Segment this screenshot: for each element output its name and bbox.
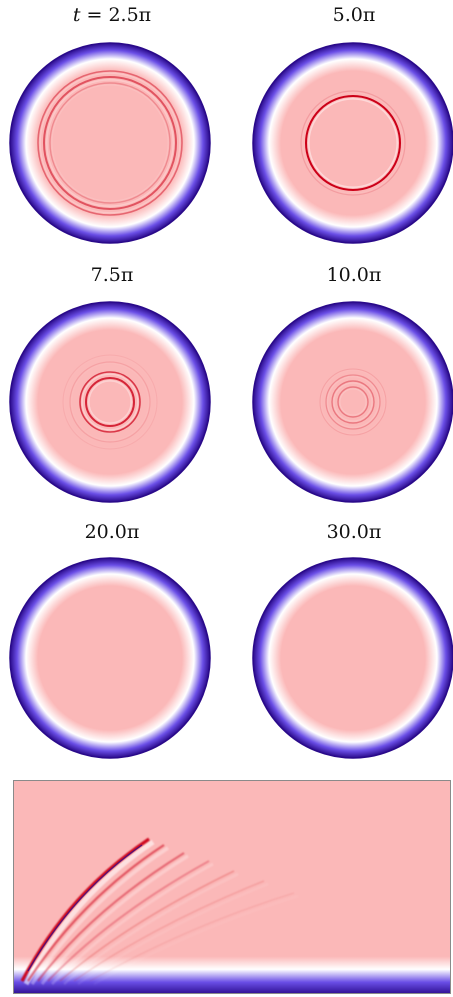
wave-front-halo [77,882,269,985]
wave-front-halo [93,894,299,985]
panel-label-5: 20.0π [12,521,212,543]
disk-panel-3 [9,301,211,503]
panel-label-4-value: 10.0π [326,264,382,286]
half-plane-background [14,781,450,993]
wave-ring [43,76,177,210]
wave-front [89,892,295,982]
wave-front [27,844,165,982]
half-plane-field [14,781,450,993]
wave-ring-halo [88,380,133,425]
wave-front [37,852,185,982]
wave-ring-halo [339,388,367,416]
wave-ring-halo [51,84,169,202]
panel-label-2: 5.0π [254,4,453,26]
wave-ring-halo [327,376,379,428]
wave-front [59,870,235,982]
wave-ring [337,386,369,418]
wave-ring-halo [39,72,181,214]
panel-label-6-value: 30.0π [326,521,382,543]
wave-ring [300,90,406,196]
disk-field [253,302,453,502]
disk-boundary [9,557,211,759]
disk-panel-6 [252,557,453,759]
panel-label-3-value: 7.5π [90,264,134,286]
wave-front [73,880,265,982]
wave-front-halo [40,854,189,985]
disk-panel-2 [252,42,453,244]
panel-label-1-prefix: t = [72,4,109,26]
wave-ring [325,374,381,430]
disk-boundary [252,42,453,244]
wave-ring [331,380,375,424]
disk-panel-5 [9,557,211,759]
wave-ring-halo [302,92,404,194]
panel-label-6: 30.0π [254,521,453,543]
panel-label-1: t = 2.5π [12,4,212,26]
panel-label-5-value: 20.0π [84,521,140,543]
wave-ring [79,371,141,433]
wave-ring-halo [71,363,149,441]
disk-field [253,558,453,758]
disk-boundary [252,301,453,503]
panel-label-4: 10.0π [254,264,453,286]
wave-front [47,860,210,982]
disk-boundary [9,301,211,503]
wave-front-halo [63,872,239,985]
half-plane-panel [13,780,451,994]
wave-ring [69,361,151,443]
wave-ring-halo [81,373,139,431]
wave-ring-halo [307,97,399,189]
wave-ring [49,82,171,204]
wave-front-halo [23,839,155,986]
disk-field [253,43,453,243]
disk-field [10,302,210,502]
wave-front-core [27,844,143,972]
panel-label-1-value: 2.5π [108,4,152,26]
wave-ring [319,368,387,436]
wave-ring-halo [321,370,386,435]
wave-ring-halo [45,78,175,208]
wave-ring [62,354,158,450]
wave-ring [37,70,183,216]
panel-label-3: 7.5π [12,264,212,286]
disk-field [10,43,210,243]
disk-boundary [9,42,211,244]
wave-ring [85,377,135,427]
disk-panel-1 [9,42,211,244]
wave-ring-halo [333,382,373,422]
panel-label-2-value: 5.0π [332,4,376,26]
wave-ring [305,95,401,191]
wave-front-halo [50,862,214,985]
wave-front-halo [30,846,169,985]
disk-boundary [252,557,453,759]
disk-field [10,558,210,758]
disk-panel-4 [252,301,453,503]
